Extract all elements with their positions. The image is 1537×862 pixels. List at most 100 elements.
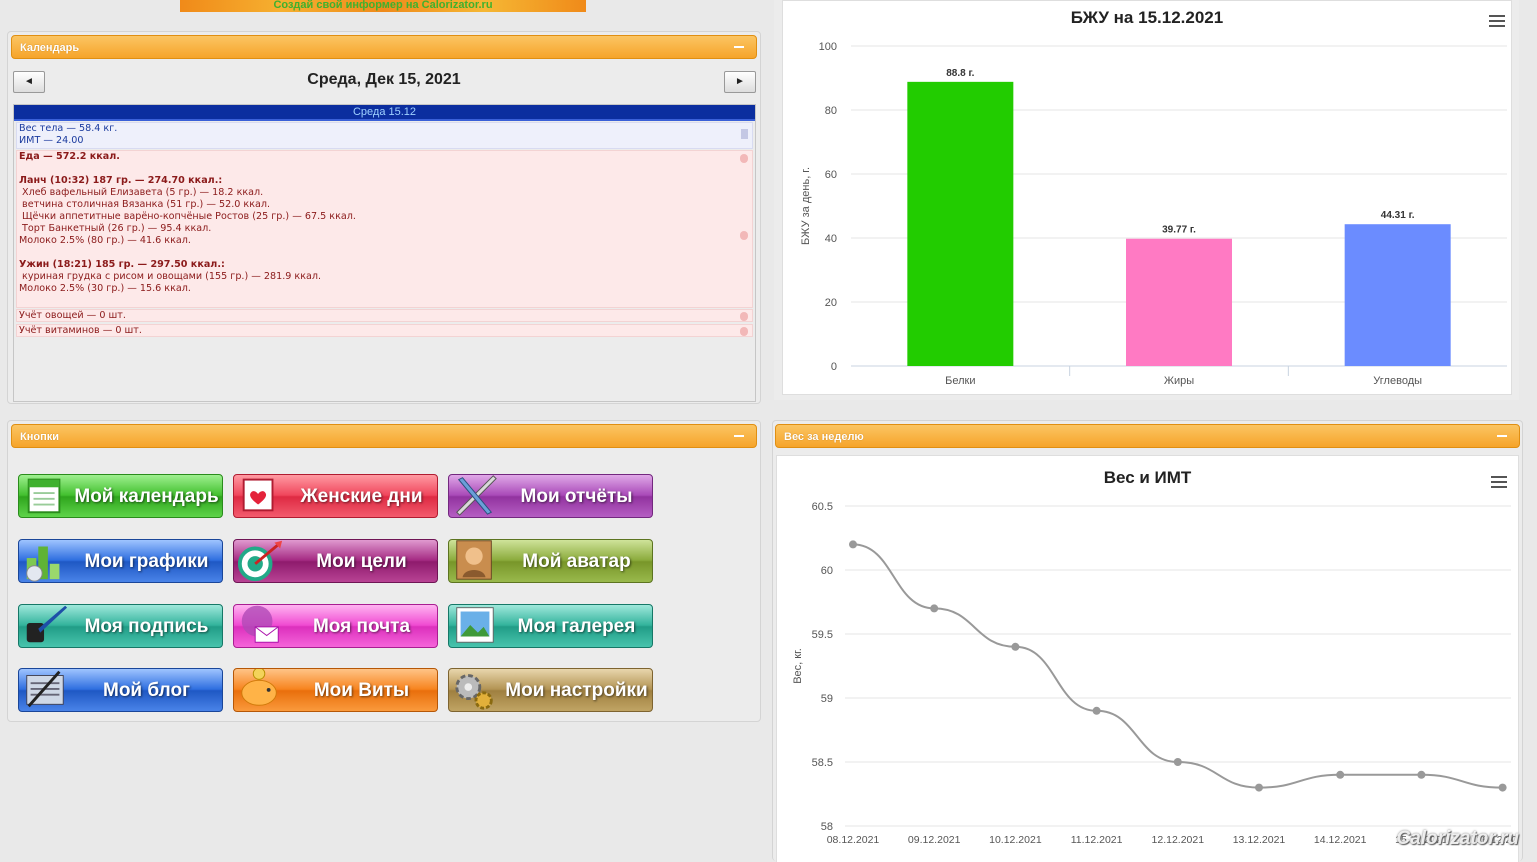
- nav-button-label: Женские дни: [300, 486, 423, 507]
- calendar-panel: Календарь ◄ Среда, Дек 15, 2021 ► Среда …: [7, 31, 761, 404]
- food-line: Молоко 2.5% (30 гр.) — 15.6 ккал.: [19, 283, 191, 294]
- nav-button-label: Мои Виты: [313, 680, 410, 701]
- weight-entry[interactable]: Вес тела — 58.4 кг. ИМТ — 24.00: [16, 122, 753, 149]
- nav-button[interactable]: Моя почта: [233, 604, 438, 648]
- nav-button[interactable]: Мои Виты: [233, 668, 438, 712]
- nav-button[interactable]: Мои настройки: [448, 668, 653, 712]
- nav-button-label: Мои отчёты: [520, 486, 633, 507]
- weekly-panel-header[interactable]: Вес за неделю: [775, 424, 1520, 448]
- x-tick-label: 10.12.2021: [989, 834, 1042, 846]
- weight-line: Вес тела — 58.4 кг.: [19, 123, 118, 134]
- y-tick-label: 60: [825, 169, 837, 181]
- weekly-panel: Вес за неделю Вес и ИМТ 58 58.5 59 59.5 60 60…: [772, 420, 1523, 862]
- food-line: Еда — 572.2 ккал.: [19, 151, 120, 162]
- nav-button[interactable]: Моя галерея: [448, 604, 653, 648]
- weight-chart-card: Вес и ИМТ 58 58.5 59 59.5 60 60.5 Вес, кг. 08.1…: [776, 455, 1519, 862]
- chart-menu-icon[interactable]: [1491, 476, 1507, 488]
- data-point: [1092, 706, 1101, 715]
- y-tick-label: 59: [821, 693, 833, 705]
- bar: [907, 81, 1014, 366]
- nav-button[interactable]: Мои отчёты: [448, 474, 653, 518]
- banner-text: Создай свой информер на Calorizator.ru: [273, 0, 493, 11]
- x-tick-label: Углеводы: [1373, 375, 1422, 387]
- nav-button[interactable]: Мои графики: [18, 539, 223, 583]
- nav-button[interactable]: Женские дни: [233, 474, 438, 518]
- y-axis-label: Вес, кг.: [792, 648, 804, 684]
- scale-icon: [741, 129, 748, 139]
- food-line: куриная грудка с рисом и овощами (155 гр…: [19, 271, 322, 282]
- y-tick-label: 60.5: [812, 501, 833, 513]
- nav-button-label: Мои графики: [84, 551, 209, 572]
- nav-button[interactable]: Моя подпись: [18, 604, 223, 648]
- blog-keyboard-icon: [26, 670, 64, 708]
- nav-button[interactable]: Мой блог: [18, 668, 223, 712]
- heart-calendar-icon: [242, 478, 274, 512]
- x-tick-label: Жиры: [1164, 375, 1194, 387]
- y-axis-label: БЖУ за день, г.: [800, 167, 812, 245]
- target-darts-icon: [237, 540, 283, 582]
- data-point: [1255, 783, 1263, 792]
- prev-day-button[interactable]: ◄: [13, 71, 45, 93]
- watermark: Calorizator.ru: [1396, 828, 1519, 849]
- bju-chart-title: БЖУ на 15.12.2021: [1070, 8, 1224, 27]
- apple-icon: [740, 154, 748, 163]
- bar: [1126, 238, 1232, 366]
- vitamins-line: Учёт витаминов — 0 шт.: [19, 325, 142, 336]
- minimize-icon[interactable]: [734, 46, 744, 48]
- weekly-panel-title: Вес за неделю: [784, 431, 864, 443]
- y-tick-label: 0: [831, 361, 837, 373]
- data-label: 88.8 г.: [946, 68, 974, 79]
- top-banner[interactable]: Создай свой информер на Calorizator.ru: [180, 0, 586, 12]
- bar-graph-icon: [26, 546, 60, 582]
- minimize-icon[interactable]: [1497, 435, 1507, 437]
- apple-icon: [740, 231, 748, 240]
- calendar-panel-header[interactable]: Календарь: [11, 35, 757, 59]
- buttons-panel: Кнопки Мой календарь Женские дни Мои отчёт…: [7, 420, 761, 722]
- chart-menu-icon[interactable]: [1489, 15, 1505, 27]
- gears-icon: [455, 674, 493, 710]
- y-tick-label: 60: [821, 565, 833, 577]
- data-point: [1173, 758, 1182, 766]
- x-tick-label: 09.12.2021: [908, 834, 961, 846]
- nav-button-label: Моя галерея: [517, 616, 636, 637]
- calendar-date-title: Среда, Дек 15, 2021: [307, 71, 461, 88]
- nav-button-label: Мои цели: [316, 551, 407, 572]
- food-entry[interactable]: Еда — 572.2 ккал. Ланч (10:32) 187 гр. — …: [16, 150, 753, 308]
- vegetables-entry[interactable]: Учёт овощей — 0 шт.: [16, 309, 753, 322]
- food-line: [19, 247, 752, 259]
- food-line: Хлеб вафельный Елизавета (5 гр.) — 18.2 …: [19, 187, 264, 198]
- calendar-panel-title: Календарь: [20, 42, 80, 54]
- bmi-line: ИМТ — 24.00: [19, 135, 84, 146]
- data-point: [1417, 770, 1426, 779]
- nav-button[interactable]: Мой аватар: [448, 539, 653, 583]
- x-tick-label: 11.12.2021: [1071, 834, 1123, 846]
- x-tick-label: 12.12.2021: [1152, 834, 1205, 846]
- y-tick-label: 80: [825, 105, 837, 117]
- bju-chart-card: БЖУ на 15.12.2021 0 20 40 60 80 100 БЖУ за ден…: [782, 0, 1512, 395]
- data-label: 44.31 г.: [1381, 210, 1415, 221]
- photo-icon: [456, 607, 494, 643]
- bju-chart-panel: БЖУ на 15.12.2021 0 20 40 60 80 100 БЖУ за ден…: [774, 0, 1519, 400]
- vegetables-line: Учёт овощей — 0 шт.: [19, 310, 126, 321]
- portrait-icon: [456, 540, 492, 580]
- x-tick-label: Белки: [945, 375, 975, 387]
- data-label: 39.77 г.: [1162, 225, 1196, 236]
- nav-button-label: Моя почта: [312, 616, 411, 637]
- bju-chart: 0 20 40 60 80 100 БЖУ за день, г. 88.8 г. Белки 3…: [800, 41, 1507, 387]
- y-tick-label: 20: [825, 297, 837, 309]
- ink-pen-icon: [26, 605, 68, 643]
- nav-button[interactable]: Мои цели: [233, 539, 438, 583]
- y-tick-label: 58: [821, 821, 833, 833]
- nav-button-label: Мой аватар: [522, 551, 631, 572]
- buttons-panel-title: Кнопки: [20, 431, 59, 443]
- next-day-button[interactable]: ►: [724, 71, 756, 93]
- minimize-icon[interactable]: [734, 435, 744, 437]
- weight-chart-title: Вес и ИМТ: [1103, 468, 1192, 487]
- buttons-panel-header[interactable]: Кнопки: [11, 424, 757, 448]
- nav-button[interactable]: Мой календарь: [18, 474, 223, 518]
- data-point: [930, 604, 939, 613]
- day-header[interactable]: Среда 15.12: [14, 105, 755, 121]
- vitamins-entry[interactable]: Учёт витаминов — 0 шт.: [16, 324, 753, 337]
- x-tick-label: 08.12.2021: [827, 834, 880, 846]
- food-line: Молоко 2.5% (80 гр.) — 41.6 ккал.: [19, 235, 191, 246]
